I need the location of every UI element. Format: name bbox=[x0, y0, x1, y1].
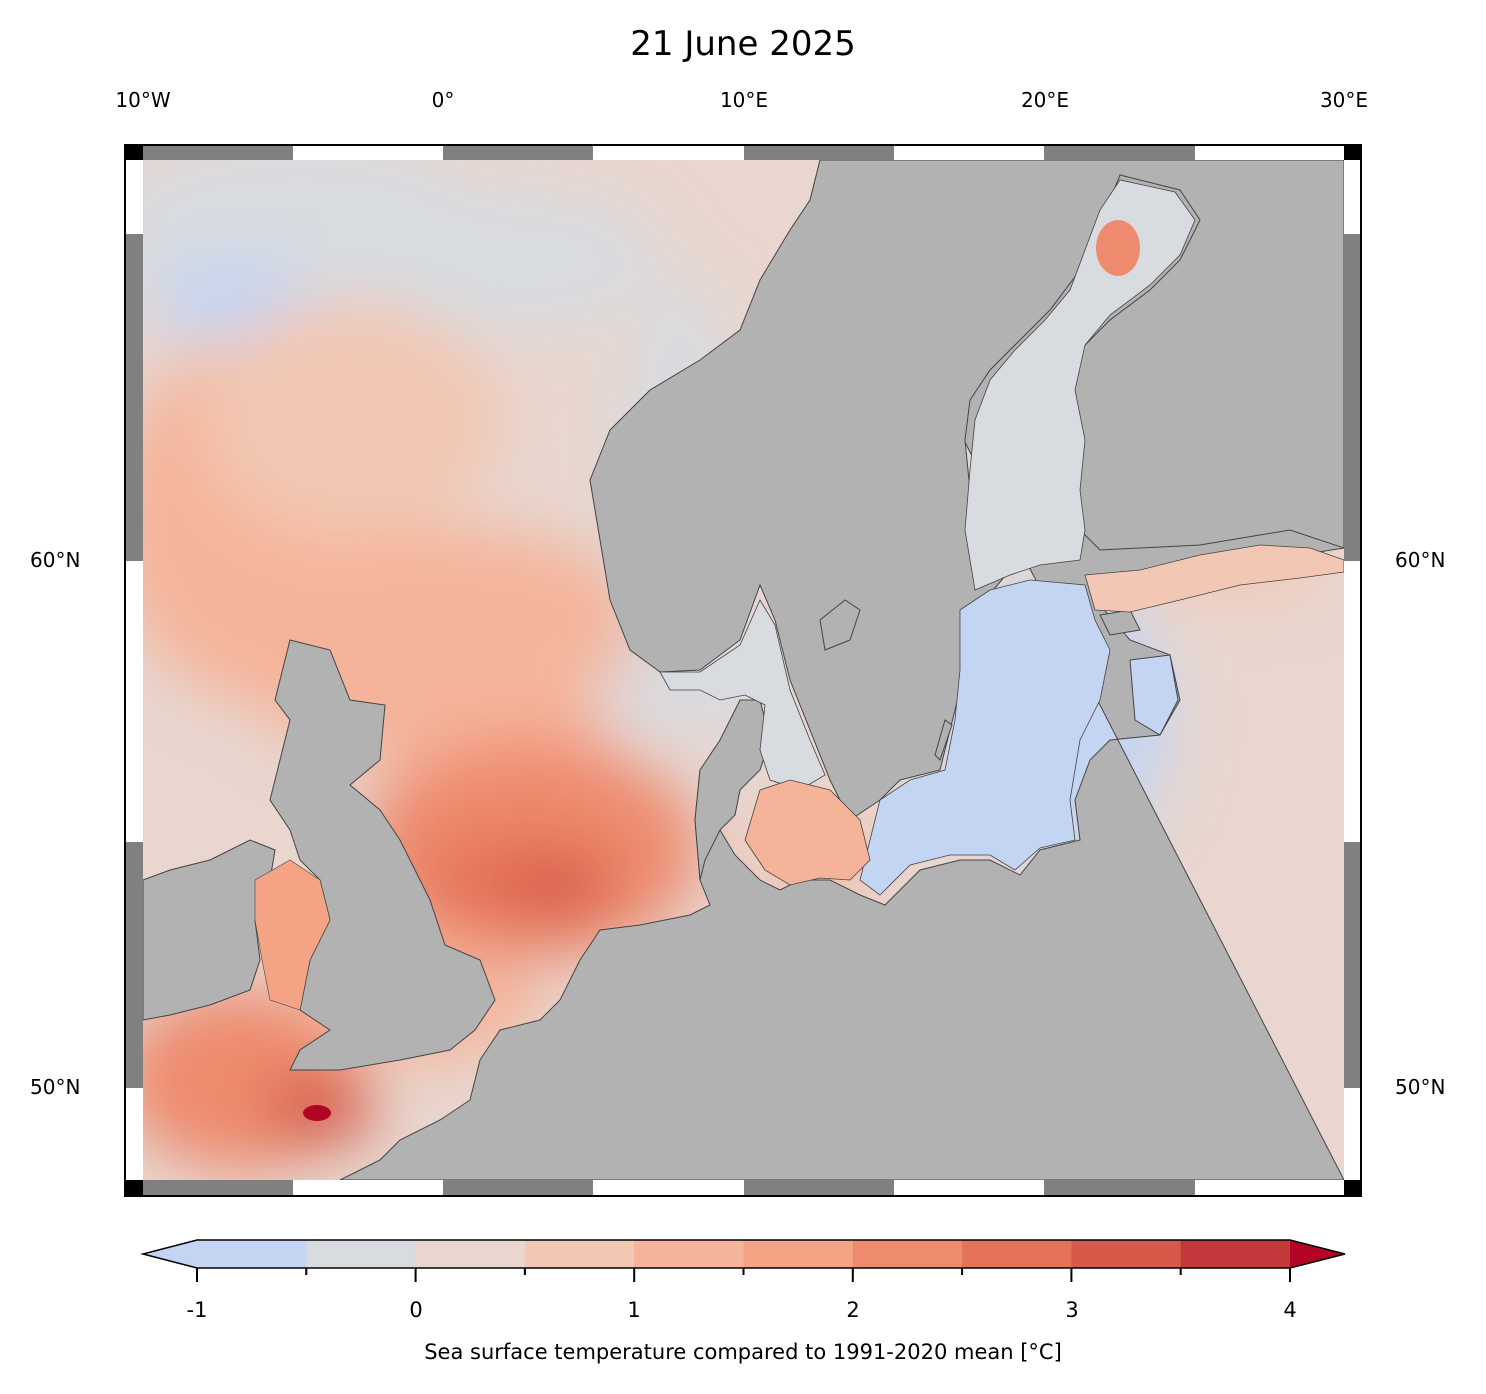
colorbar-segment bbox=[1071, 1240, 1182, 1268]
colorbar-segment bbox=[197, 1240, 307, 1268]
colorbar-segment bbox=[743, 1240, 854, 1268]
gulf-of-bothnia bbox=[964, 179, 1196, 591]
colorbar-ticks bbox=[196, 1268, 1291, 1282]
colorbar-tick-label: 2 bbox=[846, 1298, 860, 1322]
lon-label-10w: 10°W bbox=[115, 88, 171, 112]
colorbar-segment bbox=[415, 1240, 526, 1268]
hotspot-channel bbox=[303, 1105, 331, 1121]
land-great-britain bbox=[269, 639, 496, 1071]
lat-label-60n-left: 60°N bbox=[30, 548, 81, 572]
colorbar-tick-label: 0 bbox=[409, 1298, 423, 1322]
irish-sea bbox=[254, 859, 331, 1011]
lon-label-20e: 20°E bbox=[1020, 88, 1070, 112]
colorbar-label: Sea surface temperature compared to 1991… bbox=[424, 1340, 1062, 1364]
colorbar-segment bbox=[962, 1240, 1072, 1268]
colorbar-extend-low bbox=[143, 1240, 197, 1268]
lon-label-0: 0° bbox=[431, 88, 455, 112]
colorbar-extend-high bbox=[1290, 1240, 1345, 1268]
colorbar-segment bbox=[634, 1240, 744, 1268]
colorbar-segment bbox=[306, 1240, 417, 1268]
colorbar-tick-label: 4 bbox=[1283, 1298, 1297, 1322]
western-baltic bbox=[744, 779, 871, 886]
lon-label-10e: 10°E bbox=[719, 88, 769, 112]
gulf-of-riga bbox=[1129, 654, 1179, 736]
land bbox=[143, 160, 1344, 1180]
lat-label-50n-left: 50°N bbox=[30, 1075, 81, 1099]
gulf-of-finland bbox=[1084, 544, 1344, 613]
lat-label-60n-right: 60°N bbox=[1395, 548, 1446, 572]
map-title: 21 June 2025 bbox=[630, 24, 856, 64]
lake-vanern bbox=[819, 599, 861, 651]
baltic-proper bbox=[859, 579, 1111, 896]
colorbar-segment bbox=[852, 1240, 963, 1268]
land-denmark bbox=[694, 699, 771, 881]
land-oland bbox=[934, 719, 953, 761]
colorbar-segments bbox=[143, 1240, 1345, 1268]
colorbar-tick-label: -1 bbox=[186, 1298, 208, 1322]
colorbar bbox=[140, 1239, 1346, 1282]
colorbar-segment bbox=[524, 1240, 635, 1268]
colorbar-segment bbox=[1180, 1240, 1291, 1268]
colorbar-tick-label: 1 bbox=[627, 1298, 641, 1322]
lat-label-50n-right: 50°N bbox=[1395, 1075, 1446, 1099]
map-area bbox=[143, 160, 1344, 1180]
bothnia-warm-patch bbox=[1096, 220, 1140, 276]
colorbar-tick-label: 3 bbox=[1065, 1298, 1079, 1322]
lon-label-30e: 30°E bbox=[1319, 88, 1369, 112]
